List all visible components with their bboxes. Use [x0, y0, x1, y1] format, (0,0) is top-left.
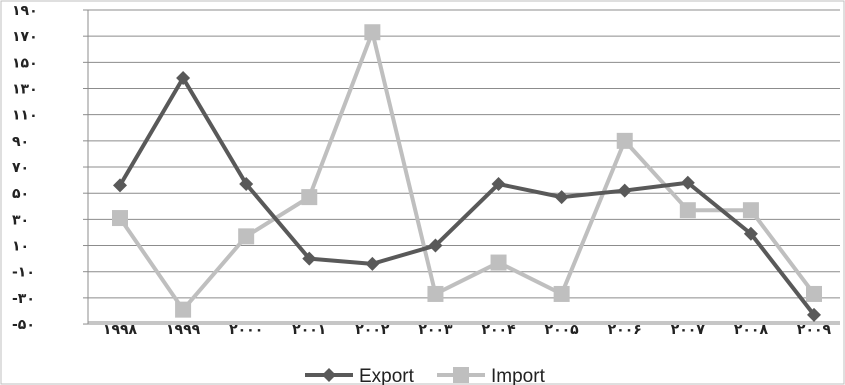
data-point-import	[301, 189, 318, 206]
data-point-import	[238, 228, 255, 245]
data-point-import	[427, 285, 444, 302]
data-point-export	[176, 71, 191, 86]
data-point-export	[680, 175, 695, 190]
legend-item-export: Export	[305, 366, 415, 385]
series-layer	[112, 24, 822, 322]
x-tick-label: ۲۰۰۴	[481, 322, 516, 338]
x-tick-label: ۱۹۹۸	[103, 322, 138, 338]
y-tick-label: -۳۰	[12, 291, 35, 307]
data-point-export	[617, 183, 632, 198]
y-tick-label: ۳۰	[12, 212, 29, 228]
data-point-export	[491, 177, 506, 192]
y-tick-label: ۵۰	[12, 186, 29, 202]
data-point-export	[807, 307, 821, 322]
plot-area	[88, 10, 840, 350]
y-axis-tick-labels: ۱۹۰ ۱۷۰ ۱۵۰ ۱۳۰ ۱۱۰ ۹۰ ۷۰ ۵۰ ۳۰ ۱۰ -۱۰ -۳۰ -۵۰	[12, 3, 38, 333]
legend-label: Import	[491, 366, 546, 385]
x-tick-label: ۲۰۰۵	[545, 322, 580, 338]
series-export	[113, 71, 821, 322]
y-tick-label: -۱۰	[12, 265, 35, 281]
x-tick-label: ۲۰۰۰	[229, 322, 263, 338]
y-tick-label: ۱۷۰	[12, 29, 38, 45]
legend-marker	[453, 367, 469, 383]
data-point-import	[553, 285, 570, 302]
data-point-export	[428, 238, 443, 253]
data-point-import	[806, 285, 822, 302]
y-tick-label: -۵۰	[12, 317, 35, 333]
series-import	[112, 24, 822, 318]
x-tick-label: ۲۰۰۲	[355, 322, 390, 338]
y-tick-label: ۷۰	[12, 160, 29, 176]
x-tick-label: ۲۰۰۱	[292, 322, 326, 338]
legend-label: Export	[359, 366, 415, 385]
legend: Export Import	[305, 366, 546, 385]
data-point-import	[616, 132, 633, 149]
series-line-import	[118, 30, 816, 312]
x-tick-label: ۲۰۰۳	[418, 322, 453, 338]
y-tick-label: ۱۰	[12, 239, 29, 255]
y-tick-label: ۹۰	[12, 134, 29, 150]
x-axis-tick-labels: ۱۹۹۸ ۱۹۹۹ ۲۰۰۰ ۲۰۰۱ ۲۰۰۲ ۲۰۰۳ ۲۰۰۴ ۲۰۰۵ ۲۰۰۶ ۲۰۰۷…	[103, 322, 832, 338]
data-point-import	[742, 202, 759, 219]
x-tick-label: ۱۹۹۹	[166, 322, 201, 338]
data-point-export	[113, 178, 127, 193]
data-point-export	[743, 226, 758, 241]
x-tick-label: ۲۰۰۶	[608, 322, 642, 338]
x-tick-label: ۲۰۰۷	[671, 322, 706, 338]
data-point-export	[554, 190, 569, 205]
y-tick-label: ۱۵۰	[12, 55, 38, 71]
data-point-import	[364, 24, 381, 41]
legend-marker	[322, 368, 336, 382]
x-tick-label: ۲۰۰۸	[734, 322, 769, 338]
data-point-import	[112, 210, 128, 227]
series-line-export	[118, 76, 816, 317]
data-point-export	[302, 251, 317, 266]
data-point-import	[490, 254, 507, 271]
data-point-export	[239, 177, 254, 192]
y-tick-label: ۱۱۰	[12, 108, 38, 124]
y-tick-label: ۱۹۰	[12, 3, 38, 19]
legend-item-import: Import	[437, 366, 546, 385]
data-point-import	[175, 301, 192, 318]
data-point-import	[679, 202, 696, 219]
x-tick-label: ۲۰۰۹	[797, 322, 832, 338]
data-point-export	[365, 256, 380, 271]
y-tick-label: ۱۳۰	[12, 82, 38, 98]
